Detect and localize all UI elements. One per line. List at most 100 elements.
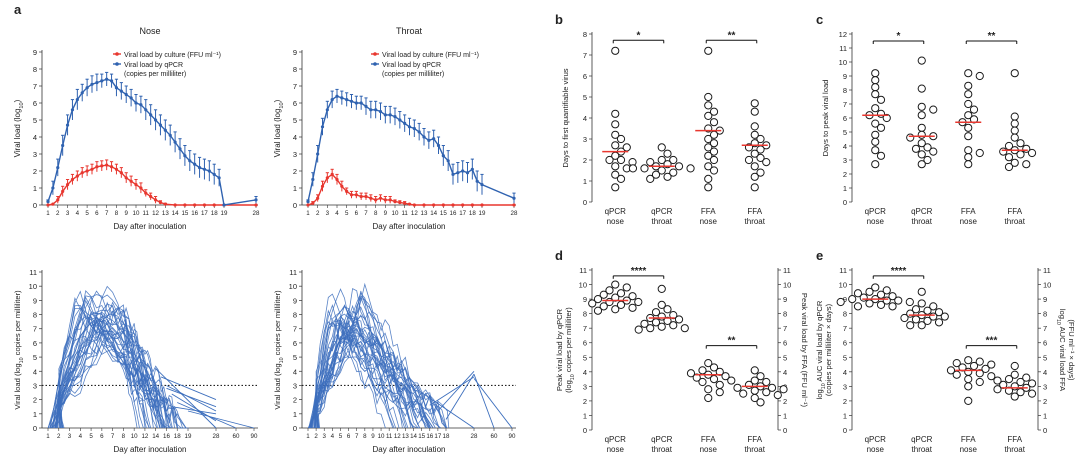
y-tick-label: 3 (293, 381, 297, 390)
participant-trajectory-tail (177, 402, 237, 429)
individual-trajectories (47, 285, 255, 429)
data-point (202, 203, 207, 207)
x-axis-label: Day after inoculation (373, 445, 446, 454)
data-point (917, 139, 926, 148)
y-tick-label-right: 2 (783, 397, 787, 406)
data-point (964, 123, 973, 132)
data-point (709, 118, 719, 127)
data-point (451, 203, 455, 207)
y-tick-label: 5 (33, 353, 37, 362)
data-point (616, 300, 626, 310)
data-point (756, 398, 765, 407)
data-point (906, 133, 915, 142)
data-point (1010, 133, 1019, 142)
participant-trajectory (310, 304, 431, 429)
data-point (750, 183, 759, 192)
x-tick-label: 28 (213, 433, 220, 440)
data-point (917, 130, 926, 139)
group-0 (862, 69, 891, 169)
y-tick-label-right: 7 (1043, 324, 1047, 333)
data-point (762, 158, 771, 167)
data-point (917, 160, 926, 169)
category-sublabel-3: throat (745, 217, 766, 226)
data-point (762, 388, 771, 397)
data-point (756, 168, 765, 177)
y-tick-label: 5 (293, 116, 297, 125)
x-tick-label: 4 (79, 433, 83, 440)
data-point (1004, 374, 1014, 384)
participant-trajectory (58, 308, 146, 429)
y-tick-label: 9 (293, 296, 297, 305)
individual-trajectories (307, 282, 513, 429)
x-tick-label: 10 (378, 433, 385, 440)
category-label-1: qPCR (911, 207, 933, 216)
category-sublabel-3: throat (1005, 217, 1026, 226)
data-point (461, 169, 465, 173)
data-point (744, 380, 754, 390)
data-point (709, 147, 719, 156)
data-point (871, 146, 880, 155)
data-point (917, 287, 926, 296)
category-sublabel-1: throat (912, 445, 933, 454)
x-tick-label: 28 (253, 210, 260, 217)
data-point (432, 203, 436, 207)
data-point (756, 153, 765, 162)
data-point (680, 324, 689, 333)
panel-label-c: c (816, 12, 823, 27)
data-point (876, 95, 886, 104)
category-label-2: FFA (701, 435, 716, 444)
x-tick-label: 17 (434, 433, 441, 440)
y-tick-label: 1 (843, 184, 847, 193)
y-axis-label: Days to first quantifiable virus (561, 68, 570, 167)
data-point (422, 203, 426, 207)
data-point (669, 321, 678, 330)
data-point (628, 164, 638, 173)
data-point (750, 99, 759, 108)
y-tick-label: 11 (289, 268, 297, 277)
data-point (149, 113, 153, 117)
data-point (686, 369, 696, 378)
data-point (441, 203, 445, 207)
data-point (611, 162, 620, 171)
data-point (657, 300, 666, 310)
data-point (964, 81, 973, 90)
x-tick-label: 8 (374, 210, 378, 217)
data-point (605, 155, 614, 165)
data-point (923, 316, 932, 326)
data-point (70, 177, 75, 182)
data-point (124, 176, 128, 180)
y-tick-label: 0 (33, 424, 37, 433)
data-point (888, 302, 897, 311)
legend-label-qpcr: Viral load by qPCR (124, 62, 183, 69)
x-tick-label: 13 (421, 210, 428, 217)
data-point (721, 372, 730, 381)
participant-trajectory (51, 312, 166, 429)
participant-trajectory (315, 309, 409, 429)
data-point (848, 294, 857, 304)
data-point (750, 366, 759, 375)
data-point (704, 162, 713, 171)
data-point (75, 174, 79, 178)
data-point (733, 383, 742, 392)
data-point (964, 374, 973, 384)
data-point (1010, 361, 1019, 371)
y-tick-label: 0 (843, 198, 847, 207)
data-point (173, 140, 177, 144)
y-tick-label: 6 (33, 339, 37, 348)
data-point (345, 98, 349, 102)
y-axis-label-right: log10 AUC viral load FFA (1055, 309, 1067, 392)
series-culture (306, 168, 516, 207)
y-tick-label: 11 (839, 266, 847, 275)
data-point (85, 86, 89, 90)
y-tick-label: 0 (843, 426, 847, 435)
data-point (929, 147, 938, 156)
data-point (611, 170, 620, 179)
data-point (70, 108, 75, 112)
group-0 (602, 46, 637, 192)
data-point (593, 306, 603, 315)
data-point (756, 134, 765, 144)
chart-b: 0 1 2 3 4 5 6 7 8 Days to first quantifiable viru… (561, 30, 771, 226)
data-point (95, 165, 99, 169)
data-point (1027, 389, 1037, 398)
